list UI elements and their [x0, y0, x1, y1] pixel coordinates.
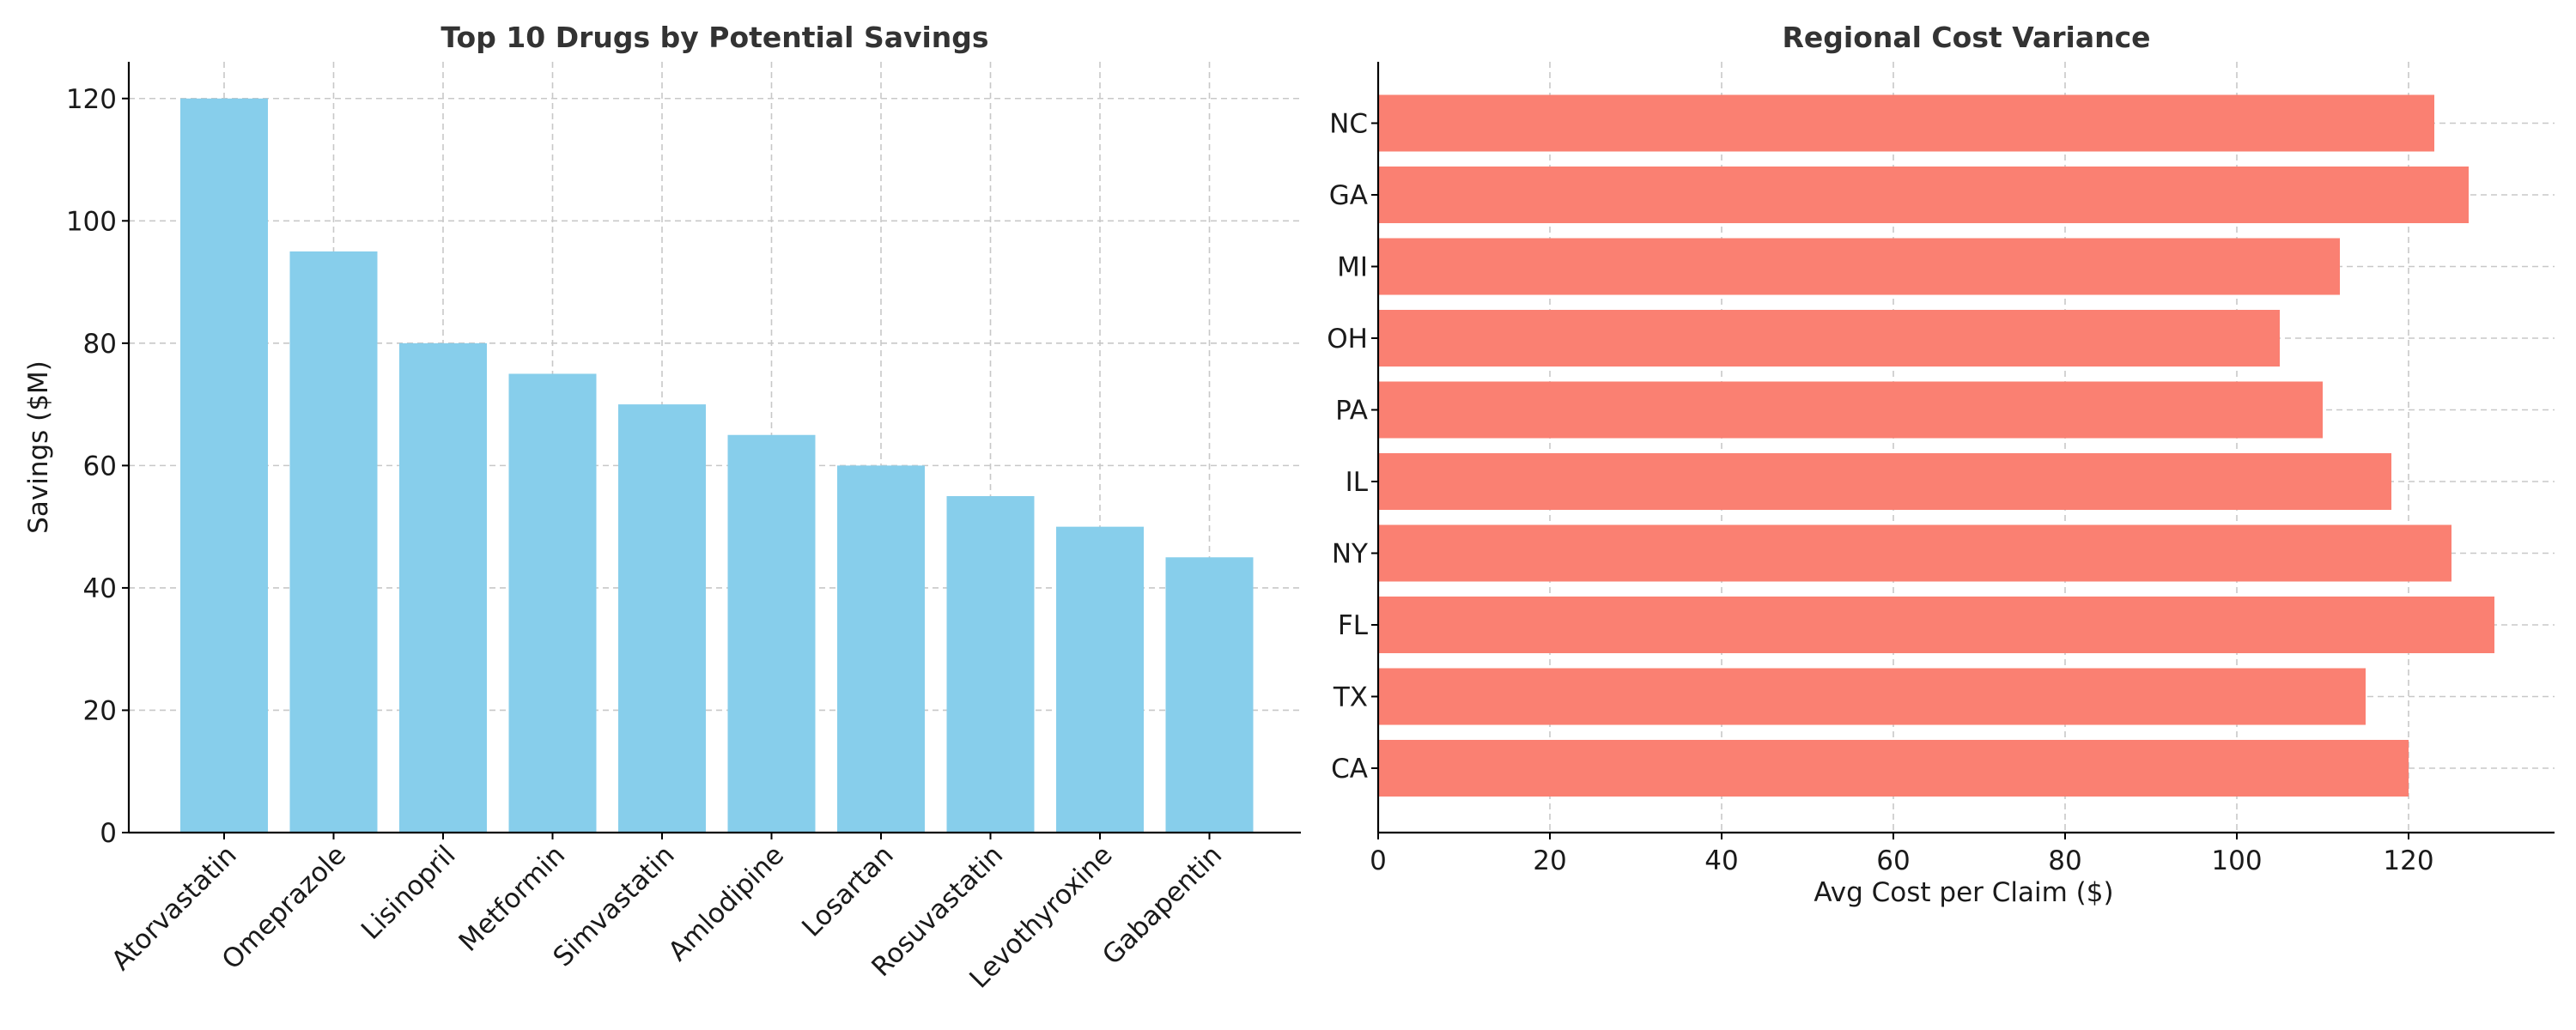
right-x-tick-label-60: 60 — [1876, 845, 1910, 876]
right-x-tick-label-100: 100 — [2211, 845, 2262, 876]
right-chart-x-axis-label: Avg Cost per Claim ($) — [1814, 877, 2113, 908]
left-bar-atorvastatin — [180, 98, 268, 833]
left-chart-savings: Top 10 Drugs by Potential Savings Saving… — [23, 21, 1301, 995]
right-chart-x-ticks: 0 20 40 60 80 100 120 — [1370, 833, 2434, 876]
left-y-tick-label-20: 20 — [83, 695, 117, 726]
left-y-tick-label-40: 40 — [83, 573, 117, 604]
left-chart-bars — [180, 98, 1254, 833]
left-chart-y-axis-label: Savings ($M) — [23, 360, 54, 534]
right-bar-nc — [1378, 94, 2434, 152]
right-bar-mi — [1378, 238, 2340, 295]
right-y-tick-label-il: IL — [1346, 467, 1369, 498]
right-y-tick-label-pa: PA — [1335, 396, 1368, 427]
right-x-tick-label-120: 120 — [2383, 845, 2433, 876]
right-x-tick-label-20: 20 — [1533, 845, 1566, 876]
right-bar-ny — [1378, 524, 2451, 582]
right-x-tick-label-40: 40 — [1704, 845, 1738, 876]
right-bar-fl — [1378, 597, 2494, 653]
right-chart-bars — [1378, 94, 2494, 797]
right-x-tick-label-0: 0 — [1370, 845, 1387, 876]
left-y-tick-label-120: 120 — [66, 84, 117, 115]
right-bar-tx — [1378, 668, 2366, 725]
right-y-tick-label-ga: GA — [1329, 180, 1368, 211]
left-bar-losartan — [837, 465, 925, 833]
right-bar-il — [1378, 453, 2391, 510]
left-chart-axes — [127, 62, 1301, 834]
left-bar-levothyroxine — [1056, 526, 1144, 833]
right-y-tick-label-ny: NY — [1332, 539, 1368, 570]
right-bar-ga — [1378, 167, 2469, 223]
right-y-tick-label-oh: OH — [1327, 324, 1368, 354]
left-bar-lisinopril — [399, 342, 487, 833]
left-bar-rosuvastatin — [946, 496, 1035, 833]
left-bar-metformin — [508, 373, 597, 833]
right-chart-regional-cost: Regional Cost Variance Avg Cost per Clai… — [1327, 21, 2555, 908]
left-y-tick-label-100: 100 — [66, 206, 117, 237]
left-y-tick-label-0: 0 — [100, 818, 117, 849]
right-y-tick-label-ca: CA — [1331, 754, 1368, 785]
right-bar-oh — [1378, 310, 2280, 367]
right-y-tick-label-nc: NC — [1329, 109, 1368, 140]
left-bar-amlodipine — [727, 434, 816, 833]
right-y-tick-label-fl: FL — [1338, 610, 1369, 641]
left-y-tick-label-80: 80 — [83, 329, 117, 360]
right-chart-title: Regional Cost Variance — [1782, 21, 2150, 54]
right-chart-axes — [1376, 62, 2555, 834]
right-y-tick-label-mi: MI — [1337, 252, 1368, 283]
right-bar-pa — [1378, 381, 2323, 439]
left-bar-simvastatin — [618, 404, 706, 833]
right-y-tick-label-tx: TX — [1333, 682, 1368, 713]
left-bar-gabapentin — [1165, 557, 1254, 833]
right-bar-ca — [1378, 740, 2409, 797]
left-bar-omeprazole — [289, 251, 378, 833]
right-x-tick-label-80: 80 — [2048, 845, 2081, 876]
left-chart-title: Top 10 Drugs by Potential Savings — [440, 21, 988, 54]
left-y-tick-label-60: 60 — [83, 451, 117, 482]
right-chart-y-ticks: CA TX FL NY IL PA OH MI GA NC — [1327, 109, 1378, 785]
left-chart-y-ticks: 0 20 40 60 80 100 120 — [66, 84, 129, 849]
